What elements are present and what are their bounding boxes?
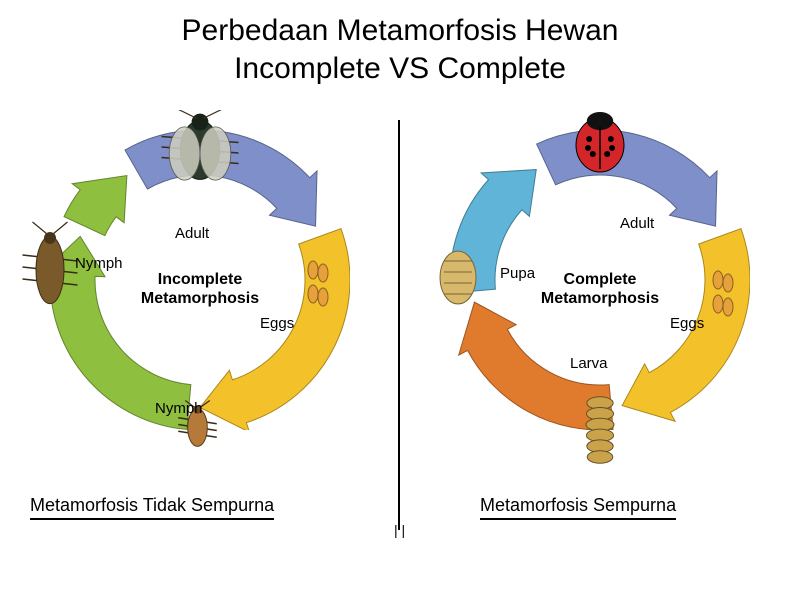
stage-label-pupa: Pupa	[500, 265, 535, 282]
title-line-2: Incomplete VS Complete	[0, 50, 800, 88]
stage-label-eggs: Eggs	[670, 315, 704, 332]
title-block: Perbedaan Metamorfosis Hewan Incomplete …	[0, 0, 800, 87]
incomplete-cycle: Incomplete Metamorphosis Metamorfosis Ti…	[20, 120, 380, 520]
pupa-icon	[440, 251, 476, 304]
stage-label-eggs: Eggs	[260, 315, 294, 332]
incomplete-caption: Metamorfosis Tidak Sempurna	[30, 495, 274, 520]
stage-label-larva: Larva	[570, 355, 608, 372]
stage-label-adult: Adult	[175, 225, 209, 242]
adult-bug-icon	[162, 110, 239, 180]
eggs-icon	[713, 271, 733, 316]
title-line-1: Perbedaan Metamorfosis Hewan	[0, 12, 800, 50]
stage-label-nymph: Nymph	[75, 255, 123, 272]
eggs-icon	[308, 261, 328, 306]
larva-icon	[586, 397, 614, 464]
nymph-large-icon	[23, 222, 78, 304]
diagram-area: | | Incomplete Metamorphosis Metamorfosi…	[0, 120, 800, 550]
complete-cycle: Complete Metamorphosis Metamorfosis Semp…	[420, 120, 780, 520]
stage-label-nymph: Nymph	[155, 400, 203, 417]
vertical-divider	[398, 120, 400, 530]
divider-tick: | |	[394, 522, 405, 538]
stage-label-adult: Adult	[620, 215, 654, 232]
complete-caption: Metamorfosis Sempurna	[480, 495, 676, 520]
ladybug-icon	[576, 112, 624, 172]
insect-overlay	[420, 110, 780, 470]
